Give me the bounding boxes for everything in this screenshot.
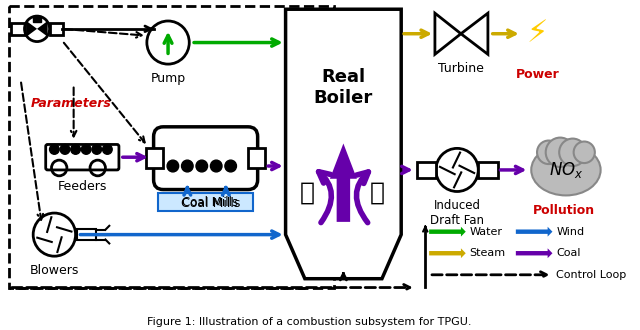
Text: Real
Boiler: Real Boiler bbox=[314, 68, 373, 107]
Polygon shape bbox=[37, 21, 47, 37]
Text: Turbine: Turbine bbox=[438, 62, 484, 75]
Circle shape bbox=[573, 142, 595, 163]
Circle shape bbox=[33, 213, 76, 256]
Polygon shape bbox=[429, 227, 466, 237]
Text: $\mathit{NO_x}$: $\mathit{NO_x}$ bbox=[548, 160, 583, 180]
Text: ⚡: ⚡ bbox=[527, 19, 548, 48]
Text: Blowers: Blowers bbox=[29, 264, 79, 277]
Circle shape bbox=[182, 160, 193, 172]
Polygon shape bbox=[516, 227, 552, 237]
Bar bbox=[11, 23, 24, 35]
Circle shape bbox=[211, 160, 222, 172]
FancyBboxPatch shape bbox=[45, 145, 119, 170]
Bar bbox=[248, 148, 266, 168]
Text: Coal Mills: Coal Mills bbox=[182, 196, 239, 209]
Circle shape bbox=[167, 160, 179, 172]
FancyBboxPatch shape bbox=[154, 127, 258, 189]
Circle shape bbox=[225, 160, 236, 172]
Circle shape bbox=[546, 138, 575, 167]
Text: Steam: Steam bbox=[470, 248, 506, 258]
Circle shape bbox=[559, 139, 586, 166]
Circle shape bbox=[537, 141, 560, 164]
Circle shape bbox=[196, 160, 207, 172]
Text: Pump: Pump bbox=[150, 72, 186, 85]
Bar bbox=[417, 162, 436, 178]
Circle shape bbox=[49, 145, 59, 154]
Polygon shape bbox=[330, 144, 357, 222]
Bar bbox=[77, 229, 96, 241]
Circle shape bbox=[71, 145, 81, 154]
Circle shape bbox=[436, 148, 478, 191]
Text: Feeders: Feeders bbox=[58, 180, 107, 193]
Text: Coal Mills: Coal Mills bbox=[180, 197, 240, 211]
Polygon shape bbox=[516, 248, 552, 258]
Text: 🔥: 🔥 bbox=[370, 181, 385, 205]
Circle shape bbox=[60, 145, 70, 154]
Circle shape bbox=[147, 21, 189, 64]
Text: Pollution: Pollution bbox=[533, 204, 595, 217]
Text: Figure 1: Illustration of a combustion subsystem for TPGU.: Figure 1: Illustration of a combustion s… bbox=[147, 317, 472, 327]
Bar bbox=[146, 148, 163, 168]
Ellipse shape bbox=[531, 145, 600, 195]
Text: Control Loop: Control Loop bbox=[556, 270, 627, 280]
Text: Coal: Coal bbox=[556, 248, 581, 258]
Circle shape bbox=[81, 145, 91, 154]
Polygon shape bbox=[429, 248, 466, 258]
Text: Water: Water bbox=[470, 227, 502, 237]
Text: Power: Power bbox=[516, 68, 560, 81]
Polygon shape bbox=[285, 9, 401, 279]
Text: 🔥: 🔥 bbox=[300, 181, 316, 205]
Bar bbox=[478, 162, 497, 178]
Bar bbox=[49, 23, 63, 35]
Text: Induced
Draft Fan: Induced Draft Fan bbox=[430, 199, 484, 227]
Polygon shape bbox=[26, 21, 37, 37]
Circle shape bbox=[92, 145, 102, 154]
Bar bbox=[33, 16, 41, 22]
Circle shape bbox=[102, 145, 112, 154]
Text: Parameters: Parameters bbox=[30, 97, 111, 110]
Text: Wind: Wind bbox=[556, 227, 584, 237]
Bar bbox=[159, 193, 253, 211]
